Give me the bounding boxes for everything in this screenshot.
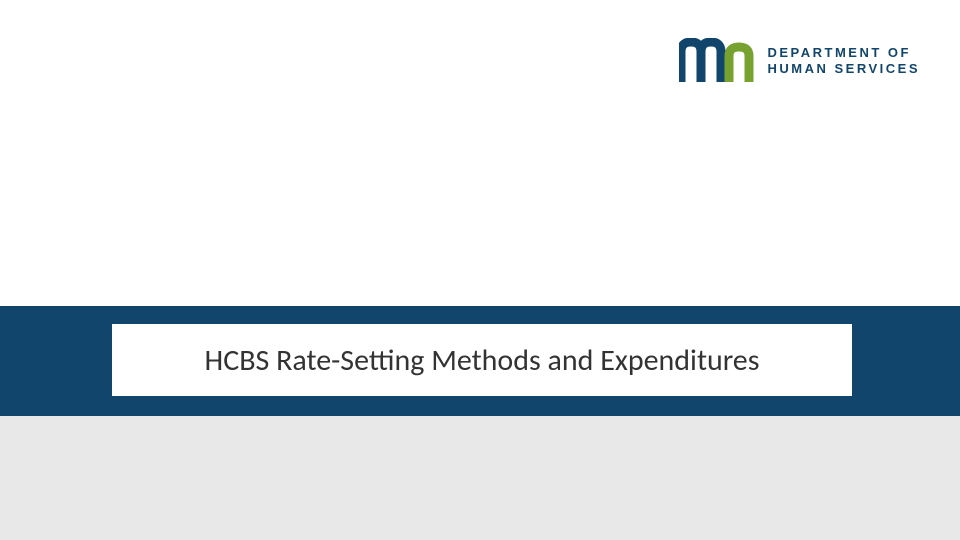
logo-text-line1: DEPARTMENT OF xyxy=(767,45,910,60)
slide: HCBS Rate-Setting Methods and Expenditur… xyxy=(0,0,960,540)
agency-logo-text: DEPARTMENT OF HUMAN SERVICES xyxy=(767,45,920,78)
agency-logo: DEPARTMENT OF HUMAN SERVICES xyxy=(679,38,920,84)
mn-logo-icon xyxy=(679,38,757,84)
slide-title: HCBS Rate-Setting Methods and Expenditur… xyxy=(205,342,760,379)
title-card: HCBS Rate-Setting Methods and Expenditur… xyxy=(112,324,852,396)
lower-region xyxy=(0,416,960,540)
logo-text-line2: HUMAN SERVICES xyxy=(767,61,920,76)
